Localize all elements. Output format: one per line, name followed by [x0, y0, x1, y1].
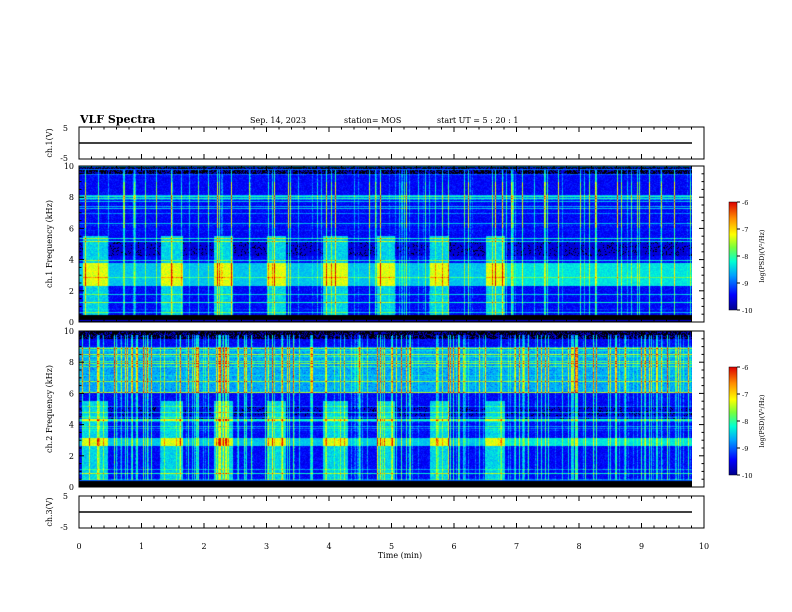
y-tick-label: 6 — [69, 389, 74, 398]
x-tick-label: 4 — [326, 542, 331, 551]
colorbar-tick-label: -9 — [742, 445, 748, 453]
y-tick-label: 6 — [69, 224, 74, 233]
ch2-spectrogram-yticks: 0 2 4 6 8 10 — [64, 327, 704, 492]
x-tick-label: 1 — [139, 542, 144, 551]
start-time-label: start UT = 5 : 20 : 1 — [437, 116, 518, 125]
ch1-voltage-ytick-bottom: -5 — [60, 154, 68, 163]
date-label: Sep. 14, 2023 — [250, 116, 306, 125]
y-tick-label: 4 — [69, 256, 74, 265]
ch3-voltage-panel: 5 -5 ch.3(V) — [45, 492, 705, 532]
ch1-spectrogram-image — [79, 166, 692, 322]
colorbar-tick-label: -8 — [742, 418, 748, 426]
ch2-colorbar-scale — [728, 366, 738, 476]
time-axis-ticks — [78, 127, 705, 528]
x-tick-label: 6 — [451, 542, 456, 551]
y-tick-label: 4 — [69, 421, 74, 430]
ch1-colorbar: -6 -7 -8 -9 -10 log(PSD)(V²/Hz) — [728, 199, 766, 315]
colorbar-tick-label: -10 — [742, 307, 752, 315]
ch1-spectrogram-ylabel: ch.1 Frequency (kHz) — [45, 200, 54, 288]
x-tick-label: 10 — [699, 542, 709, 551]
ch1-colorbar-label: log(PSD)(V²/Hz) — [758, 229, 766, 282]
x-tick-label: 8 — [576, 542, 581, 551]
colorbar-tick-label: -8 — [742, 253, 748, 261]
ch2-spectrogram-image — [79, 331, 692, 487]
y-tick-label: 0 — [69, 318, 74, 327]
ch1-voltage-panel: 5 -5 ch.1(V) — [45, 124, 705, 163]
ch1-voltage-ylabel: ch.1(V) — [45, 128, 54, 157]
x-tick-label: 3 — [264, 542, 269, 551]
colorbar-tick-label: -7 — [742, 391, 748, 399]
colorbar-tick-label: -9 — [742, 280, 748, 288]
colorbar-tick-label: -10 — [742, 472, 752, 480]
y-tick-label: 8 — [69, 358, 74, 367]
colorbar-tick-label: -6 — [742, 364, 748, 372]
ch1-colorbar-scale — [728, 201, 738, 311]
y-tick-label: 8 — [69, 193, 74, 202]
ch2-spectrogram-ylabel: ch.2 Frequency (kHz) — [45, 365, 54, 453]
x-tick-label: 9 — [639, 542, 644, 551]
y-tick-label: 2 — [69, 287, 74, 296]
ch1-spectrogram-yticks: 0 2 4 6 8 10 — [64, 162, 704, 327]
ch2-colorbar: -6 -7 -8 -9 -10 log(PSD)(V²/Hz) — [728, 364, 766, 480]
x-tick-label: 5 — [389, 542, 394, 551]
figure-title: VLF Spectra — [79, 113, 155, 126]
y-tick-label: 2 — [69, 452, 74, 461]
x-tick-label: 0 — [76, 542, 81, 551]
time-axis-label: Time (min) — [378, 551, 422, 560]
colorbar-tick-label: -7 — [742, 226, 748, 234]
ch3-voltage-ytick-bottom: -5 — [60, 523, 68, 532]
y-tick-label: 10 — [64, 327, 74, 336]
ch2-colorbar-label: log(PSD)(V²/Hz) — [758, 394, 766, 447]
colorbar-tick-label: -6 — [742, 199, 748, 207]
ch3-voltage-ytick-top: 5 — [63, 492, 68, 501]
ch1-colorbar-ticks: -6 -7 -8 -9 -10 — [737, 199, 752, 315]
time-axis-tick-labels: 0 1 2 3 4 5 6 7 8 9 10 — [76, 542, 709, 551]
ch3-voltage-ylabel: ch.3(V) — [45, 497, 54, 526]
ch1-spectrogram-panel: 0 2 4 6 8 10 ch.1 Frequency (kHz) — [45, 162, 705, 327]
ch1-voltage-ytick-top: 5 — [63, 124, 68, 133]
y-tick-label: 10 — [64, 162, 74, 171]
ch2-colorbar-ticks: -6 -7 -8 -9 -10 — [737, 364, 752, 480]
y-tick-label: 0 — [69, 483, 74, 492]
x-tick-label: 2 — [201, 542, 206, 551]
ch2-spectrogram-panel: 0 2 4 6 8 10 ch.2 Frequency (kHz) — [45, 327, 705, 492]
x-tick-label: 7 — [514, 542, 519, 551]
station-label: station= MOS — [344, 116, 401, 125]
